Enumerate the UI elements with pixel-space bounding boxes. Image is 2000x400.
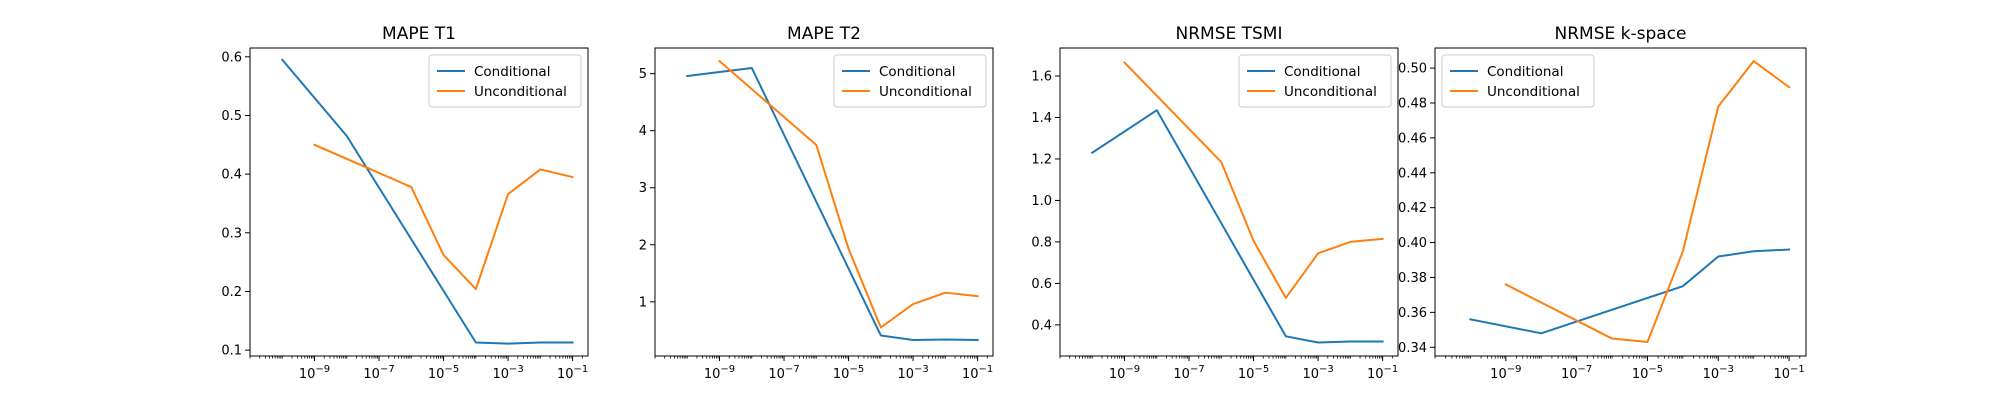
series-line-unconditional [718,59,979,329]
chart-title: NRMSE TSMI [1176,24,1283,44]
x-tick-label: 10−3 [1302,364,1333,382]
legend-label: Unconditional [879,84,972,100]
legend: Conditional Unconditional [1441,54,1595,108]
x-tick-label: 10−9 [704,364,735,382]
legend-box [428,54,582,108]
y-tick-label: 1 [639,295,647,310]
y-tick-label: 0.36 [1398,306,1427,321]
y-tick-label: 0.48 [1398,96,1427,111]
legend-box [1238,54,1392,108]
y-tick-label: 5 [639,67,647,82]
y-tick-label: 0.34 [1398,341,1427,356]
y-tick-label: 0.8 [1031,235,1052,250]
y-tick-label: 4 [639,124,647,139]
y-tick-label: 0.1 [221,344,242,359]
chart-panel-4: NRMSE k-space 10−9 10−7 10−5 10−3 10−1 0.34 0.3… [1398,24,1807,382]
x-tick-label: 10−5 [1632,364,1663,382]
x-tick-label: 10−5 [428,364,459,382]
y-tick-label: 0.6 [1031,277,1052,292]
chart-panel-2: MAPE T2 10−9 10−7 10−5 10−3 10−1 1 2 3 4 5 Conditio… [639,24,994,382]
axes-frame [1059,47,1399,357]
y-tick-label: 0.46 [1398,131,1427,146]
legend: Conditional Unconditional [833,54,987,108]
x-tick-label: 10−9 [1490,364,1521,382]
legend-label: Conditional [1487,64,1563,80]
x-tick-label: 10−3 [897,364,928,382]
axes-frame [249,47,589,357]
chart-title: MAPE T2 [787,24,861,44]
y-tick-label: 0.6 [221,50,242,65]
chart-panel-1: MAPE T1 10−9 10−7 10−5 10−3 10−1 0.1 0.2 0.3 0.4 0… [221,24,589,382]
legend-label: Conditional [474,64,550,80]
x-tick-label: 10−5 [833,364,864,382]
series-line-conditional [686,66,979,342]
chart-title: MAPE T1 [382,24,456,44]
y-tick-label: 1.2 [1031,152,1052,167]
legend-label: Conditional [1284,64,1360,80]
series-line-unconditional [313,143,574,291]
y-tick-label: 0.42 [1398,201,1427,216]
x-tick-label: 10−9 [299,364,330,382]
series-line-unconditional [1123,61,1384,299]
x-tick-label: 10−9 [1109,364,1140,382]
legend: Conditional Unconditional [1238,54,1392,108]
legend-label: Conditional [879,64,955,80]
x-tick-label: 10−1 [1773,364,1804,382]
x-tick-label: 10−1 [557,364,588,382]
series-line-unconditional [1504,60,1791,344]
chart-title: NRMSE k-space [1555,24,1687,44]
axes-frame [1434,47,1807,357]
y-tick-label: 0.5 [221,109,242,124]
x-tick-label: 10−7 [768,364,799,382]
y-tick-label: 0.2 [221,285,242,300]
y-tick-label: 1.4 [1031,111,1052,126]
y-tick-label: 0.40 [1398,236,1427,251]
y-tick-label: 2 [639,238,647,253]
x-tick-label: 10−3 [1703,364,1734,382]
y-tick-label: 0.4 [1031,318,1052,333]
legend: Conditional Unconditional [428,54,582,108]
x-tick-label: 10−7 [363,364,394,382]
legend-box [1441,54,1595,108]
legend-box [833,54,987,108]
y-tick-label: 0.38 [1398,271,1427,286]
x-tick-label: 10−5 [1238,364,1269,382]
series-line-conditional [280,58,574,345]
legend-label: Unconditional [474,84,567,100]
x-tick-label: 10−1 [962,364,993,382]
legend-label: Unconditional [1284,84,1377,100]
y-tick-label: 3 [639,181,647,196]
series-line-conditional [1469,248,1791,335]
axes-frame [654,47,994,357]
x-tick-label: 10−3 [492,364,523,382]
x-tick-label: 10−7 [1561,364,1592,382]
chart-panel-3: NRMSE TSMI 10−9 10−7 10−5 10−3 10−1 0.4 0.6 0.8 1… [1031,24,1399,382]
y-tick-label: 0.3 [221,226,242,241]
x-tick-label: 10−1 [1367,364,1398,382]
series-line-conditional [1090,109,1384,344]
y-tick-label: 0.50 [1398,62,1427,77]
legend-label: Unconditional [1487,84,1580,100]
y-tick-label: 0.44 [1398,166,1427,181]
y-tick-label: 1.0 [1031,194,1052,209]
y-tick-label: 1.6 [1031,70,1052,85]
x-tick-label: 10−7 [1173,364,1204,382]
y-tick-label: 0.4 [221,168,242,183]
